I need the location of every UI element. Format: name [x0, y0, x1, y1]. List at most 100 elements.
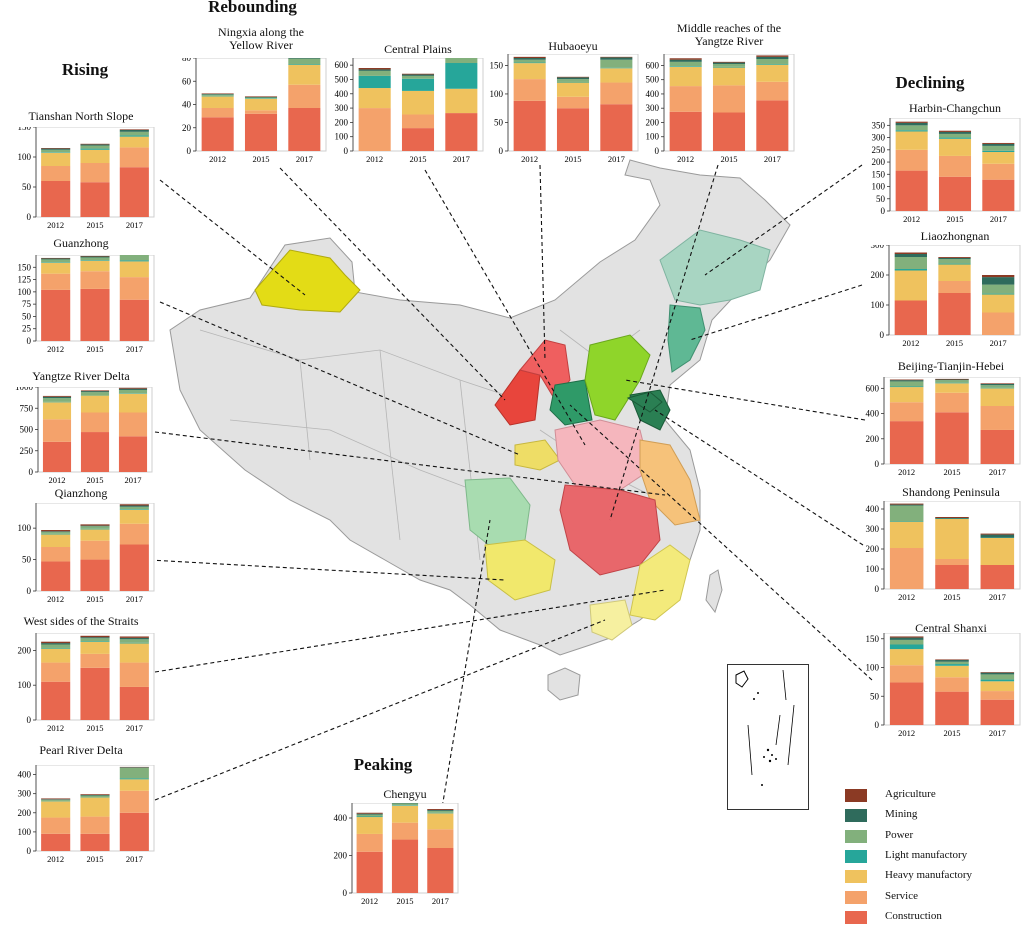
y-tick-label: 400: [335, 89, 349, 99]
bar-segment-construction-2012: [41, 290, 70, 341]
bar-segment-mining-2015: [245, 97, 277, 98]
bar-segment-mining-2012: [41, 149, 70, 150]
y-tick-label: 500: [646, 75, 660, 85]
bar-segment-mining-2012: [890, 638, 924, 640]
bar-segment-light-manufactory-2012: [514, 63, 546, 64]
x-tick-label: 2015: [944, 728, 961, 738]
bar-segment-construction-2015: [245, 114, 277, 151]
y-tick-label: 0: [27, 586, 32, 596]
panel-title-yangtze-river-delta: Yangtze River Delta: [6, 370, 156, 383]
x-tick-label: 2012: [47, 723, 64, 733]
bar-segment-light-manufactory-2015: [402, 79, 434, 91]
y-tick-label: 100: [646, 132, 660, 142]
x-tick-label: 2017: [432, 896, 449, 906]
bar-segment-mining-2015: [935, 518, 969, 519]
bar-segment-power-2012: [357, 815, 383, 817]
x-tick-label: 2015: [87, 854, 104, 864]
bar-segment-light-manufactory-2012: [41, 534, 70, 535]
bar-segment-agriculture-2017: [981, 534, 1015, 535]
bar-segment-service-2015: [402, 115, 434, 129]
bar-segment-mining-2012: [41, 643, 70, 644]
bar-segment-power-2012: [41, 800, 70, 801]
bar-segment-construction-2012: [890, 421, 924, 464]
y-tick-label: 200: [866, 434, 880, 444]
panel-title-guanzhong: Guanzhong: [6, 237, 156, 250]
bar-segment-mining-2012: [895, 254, 927, 257]
y-tick-label: 0: [880, 330, 885, 340]
x-tick-label: 2015: [253, 154, 270, 164]
bar-segment-service-2015: [80, 654, 109, 668]
bar-segment-power-2012: [890, 381, 924, 386]
bar-segment-mining-2012: [357, 814, 383, 815]
bar-segment-mining-2017: [600, 57, 632, 59]
x-tick-label: 2017: [989, 467, 1006, 477]
bar-segment-power-2017: [120, 768, 149, 779]
bar-segment-agriculture-2015: [80, 524, 109, 525]
bar-segment-mining-2012: [890, 380, 924, 381]
y-tick-label: 50: [22, 555, 32, 565]
bar-segment-light-manufactory-2017: [427, 813, 453, 814]
panel-title-west-sides-of-the-straits: West sides of the Straits: [6, 615, 156, 628]
bar-segment-agriculture-2012: [890, 504, 924, 505]
bar-segment-agriculture-2017: [982, 275, 1014, 277]
bar-segment-light-manufactory-2012: [896, 130, 928, 131]
bar-segment-service-2017: [119, 413, 147, 437]
x-tick-label: 2017: [126, 594, 143, 604]
bar-segment-service-2012: [890, 402, 924, 421]
bar-segment-power-2015: [939, 134, 971, 138]
y-tick-label: 300: [871, 245, 885, 250]
bar-segment-service-2012: [896, 150, 928, 171]
bar-segment-mining-2017: [981, 535, 1015, 538]
legend-swatch: [845, 809, 867, 822]
bar-segment-service-2012: [41, 818, 70, 834]
bar-segment-power-2012: [41, 532, 70, 534]
bar-segment-light-manufactory-2017: [981, 680, 1015, 682]
x-tick-label: 2017: [990, 338, 1007, 348]
bar-segment-light-manufactory-2015: [938, 264, 970, 265]
bar-segment-power-2017: [120, 507, 149, 510]
y-tick-label: 200: [18, 808, 32, 818]
bar-segment-heavy-manufactory-2015: [402, 91, 434, 115]
y-tick-label: 0: [29, 467, 34, 477]
bar-segment-agriculture-2017: [600, 57, 632, 58]
bar-segment-mining-2017: [120, 506, 149, 507]
bar-segment-service-2017: [756, 82, 788, 101]
legend-label: Agriculture: [885, 788, 936, 800]
bar-segment-service-2012: [41, 166, 70, 181]
panel-title-middle-reaches-of-the-yangtze-river: Middle reaches of the Yangtze River: [674, 22, 784, 48]
x-tick-label: 2015: [947, 214, 964, 224]
bar-segment-mining-2012: [43, 397, 71, 398]
bar-segment-power-2015: [402, 76, 434, 79]
bar-segment-light-manufactory-2015: [557, 82, 589, 83]
y-tick-label: 0: [27, 212, 32, 222]
bar-segment-mining-2012: [896, 123, 928, 125]
bar-segment-agriculture-2017: [120, 504, 149, 505]
y-tick-label: 300: [866, 524, 880, 534]
x-tick-label: 2012: [366, 154, 383, 164]
x-tick-label: 2015: [944, 592, 961, 602]
bar-segment-service-2015: [81, 413, 109, 433]
legend-label: Construction: [885, 910, 942, 922]
bar-segment-construction-2012: [895, 301, 927, 336]
x-tick-label: 2017: [989, 592, 1006, 602]
bar-segment-construction-2015: [935, 692, 969, 725]
bar-segment-heavy-manufactory-2012: [514, 63, 546, 79]
bar-segment-agriculture-2012: [357, 813, 383, 814]
bar-segment-service-2012: [41, 547, 70, 561]
bar-segment-power-2012: [41, 644, 70, 647]
bar-segment-agriculture-2017: [756, 55, 788, 56]
bar-segment-agriculture-2015: [81, 390, 109, 391]
bar-segment-mining-2017: [981, 384, 1015, 385]
bar-segment-power-2012: [670, 62, 702, 66]
bar-segment-light-manufactory-2015: [935, 664, 969, 666]
bar-segment-light-manufactory-2015: [80, 149, 109, 150]
bar-segment-mining-2015: [402, 74, 434, 75]
bar-segment-light-manufactory-2012: [895, 269, 927, 271]
bar-segment-construction-2015: [80, 289, 109, 341]
bar-segment-agriculture-2012: [41, 148, 70, 149]
y-tick-label: 100: [18, 152, 32, 162]
legend-swatch: [845, 911, 867, 924]
bar-segment-power-2015: [245, 98, 277, 99]
bar-segment-heavy-manufactory-2012: [890, 522, 924, 548]
